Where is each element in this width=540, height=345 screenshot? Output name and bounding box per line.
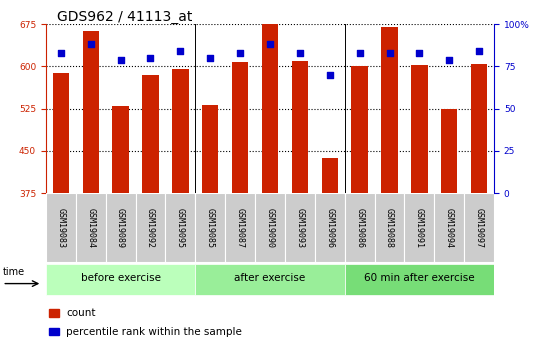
Text: 60 min after exercise: 60 min after exercise [364,273,475,283]
Text: GSM19094: GSM19094 [445,208,454,248]
Bar [46,264,195,295]
Text: GSM19092: GSM19092 [146,208,155,248]
Text: GSM19083: GSM19083 [56,208,65,248]
Bar [76,193,106,262]
Bar [411,65,428,193]
Bar [232,62,248,193]
Point [176,48,185,54]
Bar [441,109,457,193]
Bar [255,193,285,262]
Text: GSM19091: GSM19091 [415,208,424,248]
Bar [292,61,308,193]
Bar [202,105,219,193]
Bar [172,69,188,193]
Bar [142,75,159,193]
Point [57,50,65,56]
Bar [464,193,494,262]
Text: percentile rank within the sample: percentile rank within the sample [66,327,242,337]
Bar [381,27,398,193]
Point [445,57,454,62]
Text: before exercise: before exercise [80,273,160,283]
Point [86,42,95,47]
Bar [434,193,464,262]
Bar [46,193,76,262]
Text: GSM19096: GSM19096 [325,208,334,248]
Bar [195,193,225,262]
Bar [49,309,59,317]
Point [206,55,214,61]
Text: GSM19089: GSM19089 [116,208,125,248]
Bar [345,264,494,295]
Text: GDS962 / 41113_at: GDS962 / 41113_at [57,10,192,24]
Point [385,50,394,56]
Point [326,72,334,78]
Bar [315,193,345,262]
Bar [321,158,338,193]
Text: GSM19084: GSM19084 [86,208,95,248]
Bar [225,193,255,262]
Text: GSM19090: GSM19090 [266,208,274,248]
Text: GSM19086: GSM19086 [355,208,364,248]
Bar [136,193,165,262]
Text: time: time [2,267,24,277]
Text: GSM19095: GSM19095 [176,208,185,248]
Point [266,42,274,47]
Bar [404,193,434,262]
Text: GSM19085: GSM19085 [206,208,215,248]
Bar [345,193,375,262]
Bar [83,31,99,193]
Text: GSM19088: GSM19088 [385,208,394,248]
Bar [471,63,488,193]
Bar [262,24,278,193]
Bar [352,66,368,193]
Point [236,50,245,56]
Text: GSM19097: GSM19097 [475,208,484,248]
Point [146,55,155,61]
Bar [112,106,129,193]
Text: after exercise: after exercise [234,273,306,283]
Text: GSM19087: GSM19087 [235,208,245,248]
Bar [165,193,195,262]
Text: count: count [66,308,96,318]
Bar [375,193,404,262]
Bar [49,328,59,335]
Bar [195,264,345,295]
Point [355,50,364,56]
Bar [52,73,69,193]
Bar [106,193,136,262]
Point [475,48,483,54]
Text: GSM19093: GSM19093 [295,208,305,248]
Point [116,57,125,62]
Bar [285,193,315,262]
Point [295,50,304,56]
Point [415,50,424,56]
